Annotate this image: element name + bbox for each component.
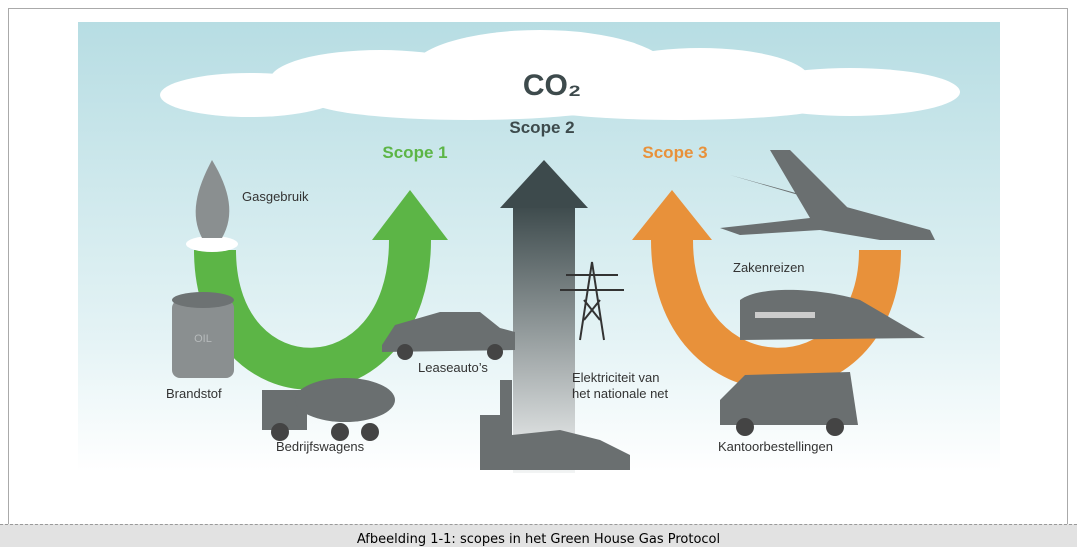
- oil-barrel: OIL: [172, 292, 234, 378]
- scope-label: Scope 1: [382, 143, 447, 162]
- item-label: Brandstof: [166, 386, 222, 401]
- item-label: het nationale net: [572, 386, 669, 401]
- co2-label: CO₂: [523, 69, 581, 102]
- item-label: Elektriciteit van: [572, 370, 659, 385]
- page: OIL CO₂ Scope 1 Scope 2 Scope 3 Gasgebru…: [0, 0, 1077, 546]
- item-label: Zakenreizen: [733, 260, 805, 275]
- scope-label: Scope 2: [509, 118, 574, 137]
- item-label: Gasgebruik: [242, 189, 309, 204]
- diagram: OIL CO₂ Scope 1 Scope 2 Scope 3 Gasgebru…: [0, 0, 1077, 546]
- oil-label: OIL: [194, 333, 212, 345]
- item-label: Kantoorbestellingen: [718, 439, 833, 454]
- caption: Afbeelding 1-1: scopes in het Green Hous…: [0, 524, 1077, 547]
- scope-label: Scope 3: [642, 143, 707, 162]
- item-label: Bedrijfswagens: [276, 439, 365, 454]
- item-label: Leaseauto’s: [418, 360, 488, 375]
